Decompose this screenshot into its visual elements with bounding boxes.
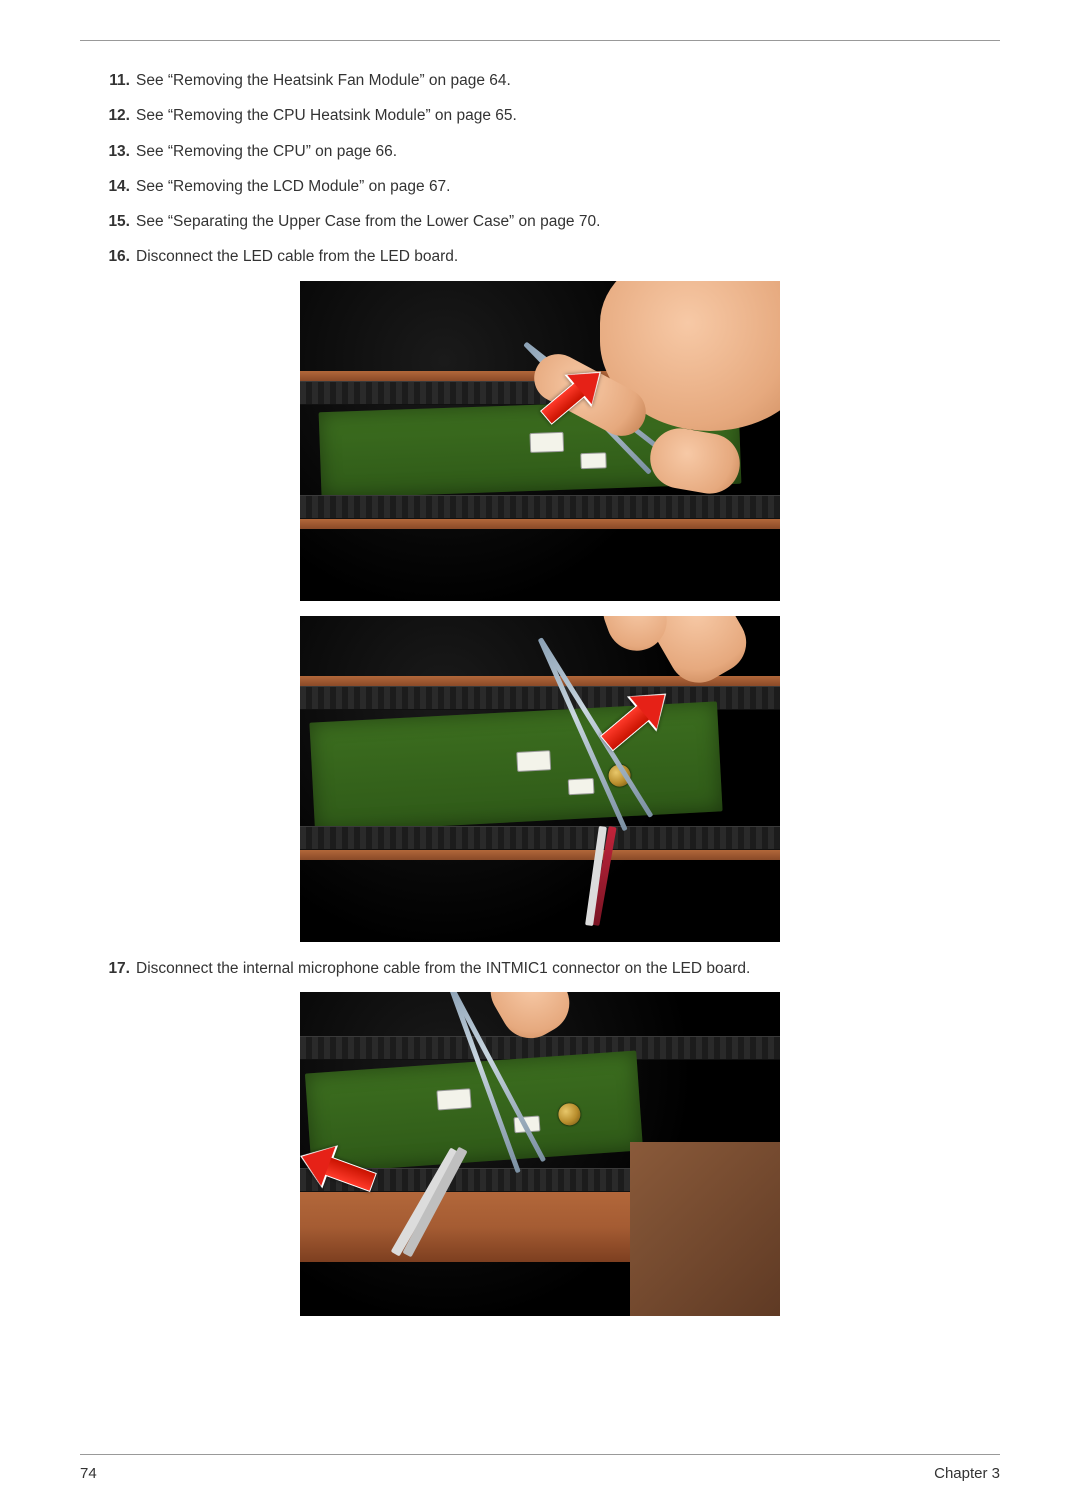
step-item: 15.See “Separating the Upper Case from t… <box>136 210 1000 233</box>
step-number: 14. <box>96 175 130 198</box>
step-number: 17. <box>96 957 130 980</box>
step-text: See “Separating the Upper Case from the … <box>136 213 600 230</box>
step-number: 13. <box>96 140 130 163</box>
chassis-rail <box>300 495 780 519</box>
step-item: 17.Disconnect the internal microphone ca… <box>136 957 1000 980</box>
step-text: See “Removing the Heatsink Fan Module” o… <box>136 72 511 89</box>
intmic-connector <box>580 452 607 469</box>
led-connector <box>529 431 564 452</box>
step-list: 11. See “Removing the Heatsink Fan Module… <box>80 69 1000 269</box>
step-number: 15. <box>96 210 130 233</box>
bottom-rule <box>80 1454 1000 1455</box>
figure-2 <box>300 616 780 942</box>
step-item: 12.See “Removing the CPU Heatsink Module… <box>136 104 1000 127</box>
step-text: See “Removing the CPU Heatsink Module” o… <box>136 107 517 124</box>
page-number: 74 <box>80 1465 97 1482</box>
figure-3-wrap <box>80 992 1000 1321</box>
step-number: 11. <box>96 69 130 92</box>
figure-2-wrap <box>80 616 1000 947</box>
copper-strip <box>300 519 780 529</box>
step-text: See “Removing the CPU” on page 66. <box>136 143 397 160</box>
led-connector <box>436 1088 471 1110</box>
footer-row: 74 Chapter 3 <box>80 1465 1000 1482</box>
step-list-2: 17. Disconnect the internal microphone ca… <box>80 957 1000 980</box>
step-item: 16.Disconnect the LED cable from the LED… <box>136 245 1000 268</box>
step-item: 13.See “Removing the CPU” on page 66. <box>136 140 1000 163</box>
step-text: Disconnect the internal microphone cable… <box>136 960 750 977</box>
step-item: 14.See “Removing the LCD Module” on page… <box>136 175 1000 198</box>
screw-icon <box>558 1102 581 1125</box>
page-container: 11. See “Removing the Heatsink Fan Module… <box>0 0 1080 1512</box>
chassis-rail <box>300 1036 780 1060</box>
figure-3 <box>300 992 780 1316</box>
led-board <box>305 1050 643 1173</box>
step-number: 16. <box>96 245 130 268</box>
top-rule <box>80 40 1000 41</box>
step-item: 11.See “Removing the Heatsink Fan Module… <box>136 69 1000 92</box>
figure-1 <box>300 281 780 601</box>
step-text: See “Removing the LCD Module” on page 67… <box>136 178 451 195</box>
chassis-rail <box>300 826 780 850</box>
page-footer: 74 Chapter 3 <box>80 1454 1000 1482</box>
intmic-connector <box>568 777 595 794</box>
step-number: 12. <box>96 104 130 127</box>
led-connector <box>516 750 551 772</box>
copper-corner <box>630 1142 780 1316</box>
step-text: Disconnect the LED cable from the LED bo… <box>136 248 458 265</box>
copper-strip <box>300 850 780 860</box>
chapter-label: Chapter 3 <box>934 1465 1000 1482</box>
figure-1-wrap <box>80 281 1000 606</box>
